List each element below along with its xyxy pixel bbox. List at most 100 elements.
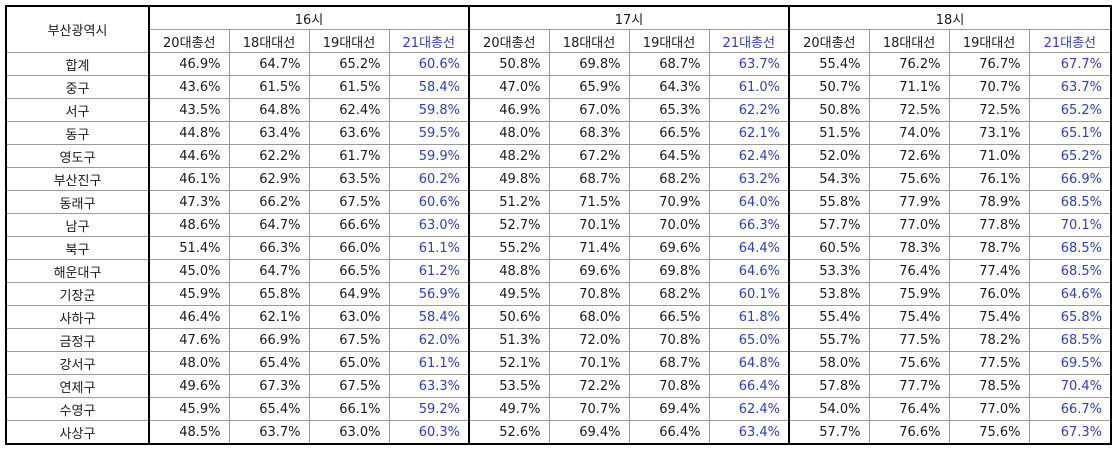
- value-cell: 66.2%: [228, 190, 310, 214]
- value-cell: 63.2%: [708, 167, 790, 191]
- table-row: 강서구 48.0% 65.4% 65.0% 61.1% 52.1% 70.1% 68.7% 64…: [5, 351, 1113, 375]
- value-cell: 61.2%: [388, 259, 470, 283]
- value-cell: 63.0%: [388, 213, 470, 237]
- value-cell: 62.9%: [228, 167, 310, 191]
- value-cell: 49.7%: [468, 397, 550, 421]
- region-cell: 합계: [5, 52, 150, 76]
- value-cell: 66.5%: [628, 305, 710, 329]
- value-cell: 63.3%: [388, 374, 470, 398]
- value-cell: 63.4%: [708, 420, 790, 445]
- value-cell: 67.5%: [308, 328, 390, 352]
- value-cell: 77.7%: [868, 374, 950, 398]
- value-cell: 55.2%: [468, 236, 550, 260]
- value-cell: 67.5%: [308, 374, 390, 398]
- table-row: 남구 48.6% 64.7% 66.6% 63.0% 52.7% 70.1% 70.0% 66.…: [5, 213, 1113, 237]
- value-cell: 69.6%: [548, 259, 630, 283]
- value-cell: 63.5%: [308, 167, 390, 191]
- value-cell: 60.2%: [388, 167, 470, 191]
- value-cell: 72.5%: [868, 98, 950, 122]
- value-cell: 61.7%: [308, 144, 390, 168]
- value-cell: 69.5%: [1028, 351, 1113, 375]
- region-cell: 금정구: [5, 328, 150, 352]
- value-cell: 59.5%: [388, 121, 470, 145]
- value-cell: 60.1%: [708, 282, 790, 306]
- value-cell: 53.3%: [788, 259, 870, 283]
- value-cell: 62.0%: [388, 328, 470, 352]
- value-cell: 66.0%: [308, 236, 390, 260]
- value-cell: 76.4%: [868, 259, 950, 283]
- value-cell: 44.6%: [148, 144, 230, 168]
- value-cell: 60.6%: [388, 52, 470, 76]
- corner-header: 부산광역시: [5, 5, 150, 53]
- value-cell: 47.3%: [148, 190, 230, 214]
- value-cell: 66.5%: [628, 121, 710, 145]
- value-cell: 48.0%: [148, 351, 230, 375]
- value-cell: 61.5%: [228, 75, 310, 99]
- value-cell: 70.0%: [628, 213, 710, 237]
- value-cell: 66.3%: [708, 213, 790, 237]
- value-cell: 62.4%: [308, 98, 390, 122]
- value-cell: 64.6%: [1028, 282, 1113, 306]
- value-cell: 50.8%: [788, 98, 870, 122]
- value-cell: 77.0%: [948, 397, 1030, 421]
- column-header: 19대대선: [308, 29, 390, 53]
- value-cell: 63.4%: [228, 121, 310, 145]
- region-cell: 강서구: [5, 351, 150, 375]
- value-cell: 78.7%: [948, 236, 1030, 260]
- table-row: 사하구 46.4% 62.1% 63.0% 58.4% 50.6% 68.0% 66.5% 61…: [5, 305, 1113, 329]
- value-cell: 59.9%: [388, 144, 470, 168]
- region-cell: 해운대구: [5, 259, 150, 283]
- value-cell: 64.6%: [708, 259, 790, 283]
- table-row: 동래구 47.3% 66.2% 67.5% 60.6% 51.2% 71.5% 70.9% 64…: [5, 190, 1113, 214]
- group-header: 17시: [468, 5, 790, 30]
- group-header: 18시: [788, 5, 1113, 30]
- value-cell: 71.1%: [868, 75, 950, 99]
- value-cell: 47.0%: [468, 75, 550, 99]
- value-cell: 69.8%: [548, 52, 630, 76]
- value-cell: 61.5%: [308, 75, 390, 99]
- region-cell: 동래구: [5, 190, 150, 214]
- value-cell: 49.6%: [148, 374, 230, 398]
- region-cell: 수영구: [5, 397, 150, 421]
- value-cell: 65.2%: [308, 52, 390, 76]
- region-cell: 기장군: [5, 282, 150, 306]
- value-cell: 54.3%: [788, 167, 870, 191]
- table-row: 연제구 49.6% 67.3% 67.5% 63.3% 53.5% 72.2% 70.8% 66…: [5, 374, 1113, 398]
- region-cell: 동구: [5, 121, 150, 145]
- column-header: 21대총선: [1028, 29, 1113, 53]
- value-cell: 43.5%: [148, 98, 230, 122]
- value-cell: 53.5%: [468, 374, 550, 398]
- value-cell: 57.7%: [788, 213, 870, 237]
- value-cell: 63.7%: [708, 52, 790, 76]
- column-header: 18대대선: [548, 29, 630, 53]
- value-cell: 66.4%: [708, 374, 790, 398]
- value-cell: 75.6%: [948, 420, 1030, 445]
- value-cell: 72.6%: [868, 144, 950, 168]
- value-cell: 52.6%: [468, 420, 550, 445]
- value-cell: 46.9%: [148, 52, 230, 76]
- value-cell: 53.8%: [788, 282, 870, 306]
- value-cell: 46.1%: [148, 167, 230, 191]
- value-cell: 62.4%: [708, 144, 790, 168]
- value-cell: 72.2%: [548, 374, 630, 398]
- value-cell: 62.1%: [228, 305, 310, 329]
- value-cell: 48.5%: [148, 420, 230, 445]
- value-cell: 70.8%: [628, 374, 710, 398]
- value-cell: 64.0%: [708, 190, 790, 214]
- region-cell: 서구: [5, 98, 150, 122]
- value-cell: 64.8%: [708, 351, 790, 375]
- value-cell: 70.7%: [548, 397, 630, 421]
- value-cell: 49.8%: [468, 167, 550, 191]
- value-cell: 50.8%: [468, 52, 550, 76]
- value-cell: 48.2%: [468, 144, 550, 168]
- value-cell: 68.7%: [628, 52, 710, 76]
- value-cell: 65.9%: [548, 75, 630, 99]
- value-cell: 77.8%: [948, 213, 1030, 237]
- region-cell: 사상구: [5, 420, 150, 445]
- value-cell: 65.8%: [1028, 305, 1113, 329]
- value-cell: 76.4%: [868, 397, 950, 421]
- table-row: 해운대구 45.0% 64.7% 66.5% 61.2% 48.8% 69.6% 69.8% 6…: [5, 259, 1113, 283]
- value-cell: 61.0%: [708, 75, 790, 99]
- value-cell: 78.5%: [948, 374, 1030, 398]
- value-cell: 68.5%: [1028, 328, 1113, 352]
